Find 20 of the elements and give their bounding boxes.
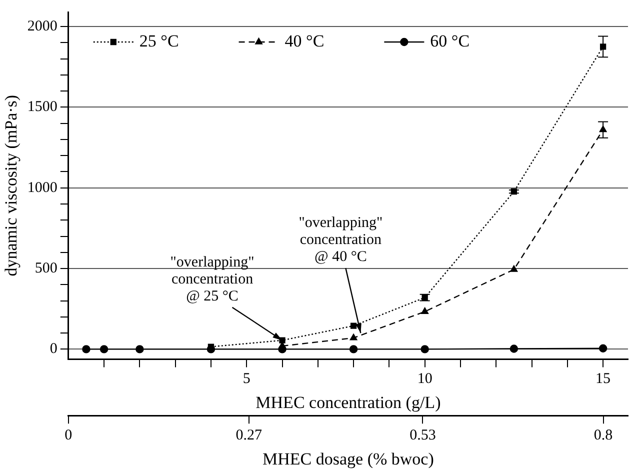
legend-label: 25 °C xyxy=(139,31,179,50)
x2-axis-title: MHEC dosage (% bwoc) xyxy=(262,449,434,468)
y-tick-label: 0 xyxy=(50,341,58,358)
x-tick-label: 10 xyxy=(417,371,432,388)
annotation: "overlapping" concentration @ 40 °C xyxy=(298,215,383,265)
x-tick-label: 5 xyxy=(242,371,250,388)
annotation: "overlapping" concentration @ 25 °C xyxy=(170,254,254,304)
y-tick-label: 1000 xyxy=(27,180,58,196)
legend-label: 60 °C xyxy=(430,31,470,50)
y-tick-label: 500 xyxy=(34,260,58,276)
y-tick-label: 2000 xyxy=(27,18,58,34)
x2-tick-label: 0.53 xyxy=(410,428,436,444)
y-tick-label: 1500 xyxy=(27,99,58,116)
x2-tick-label: 0.8 xyxy=(594,428,613,444)
x2-tick-label: 0.27 xyxy=(236,428,263,444)
x-axis-title: MHEC concentration (g/L) xyxy=(256,392,441,412)
x2-tick-label: 0 xyxy=(64,428,72,444)
y-axis-title: dynamic viscosity (mPa·s) xyxy=(2,94,21,276)
legend-label: 40 °C xyxy=(284,31,324,50)
x-tick-label: 15 xyxy=(596,371,611,388)
